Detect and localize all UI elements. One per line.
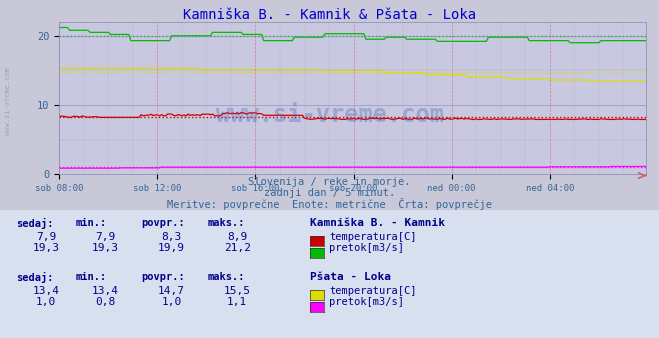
Text: Pšata - Loka: Pšata - Loka (310, 272, 391, 282)
Text: pretok[m3/s]: pretok[m3/s] (330, 243, 405, 254)
Text: 14,7: 14,7 (158, 286, 185, 296)
Text: 19,3: 19,3 (92, 243, 119, 254)
Text: sedaj:: sedaj: (16, 218, 54, 229)
Text: povpr.:: povpr.: (142, 272, 185, 282)
Text: 13,4: 13,4 (92, 286, 119, 296)
Text: 8,3: 8,3 (161, 232, 181, 242)
Text: min.:: min.: (76, 272, 107, 282)
Text: maks.:: maks.: (208, 218, 245, 228)
Text: 1,0: 1,0 (36, 297, 56, 308)
Text: 8,9: 8,9 (227, 232, 247, 242)
Text: Slovenija / reke in morje.: Slovenija / reke in morje. (248, 177, 411, 188)
Text: www.si-vreme.com: www.si-vreme.com (5, 67, 11, 136)
Text: temperatura[C]: temperatura[C] (330, 232, 417, 242)
Text: 19,3: 19,3 (33, 243, 59, 254)
Text: Kamniška B. - Kamnik: Kamniška B. - Kamnik (310, 218, 445, 228)
Text: 1,1: 1,1 (227, 297, 247, 308)
Text: 7,9: 7,9 (96, 232, 115, 242)
Text: povpr.:: povpr.: (142, 218, 185, 228)
Text: Kamniška B. - Kamnik & Pšata - Loka: Kamniška B. - Kamnik & Pšata - Loka (183, 8, 476, 22)
Text: www.si-vreme.com: www.si-vreme.com (215, 103, 444, 127)
Text: 1,0: 1,0 (161, 297, 181, 308)
Text: 21,2: 21,2 (224, 243, 250, 254)
Text: 15,5: 15,5 (224, 286, 250, 296)
Text: pretok[m3/s]: pretok[m3/s] (330, 297, 405, 308)
Text: 13,4: 13,4 (33, 286, 59, 296)
Text: Meritve: povprečne  Enote: metrične  Črta: povprečje: Meritve: povprečne Enote: metrične Črta:… (167, 198, 492, 210)
Text: maks.:: maks.: (208, 272, 245, 282)
Text: 7,9: 7,9 (36, 232, 56, 242)
Text: min.:: min.: (76, 218, 107, 228)
Text: sedaj:: sedaj: (16, 272, 54, 283)
Text: zadnji dan / 5 minut.: zadnji dan / 5 minut. (264, 188, 395, 198)
Text: 19,9: 19,9 (158, 243, 185, 254)
Text: 0,8: 0,8 (96, 297, 115, 308)
Text: temperatura[C]: temperatura[C] (330, 286, 417, 296)
